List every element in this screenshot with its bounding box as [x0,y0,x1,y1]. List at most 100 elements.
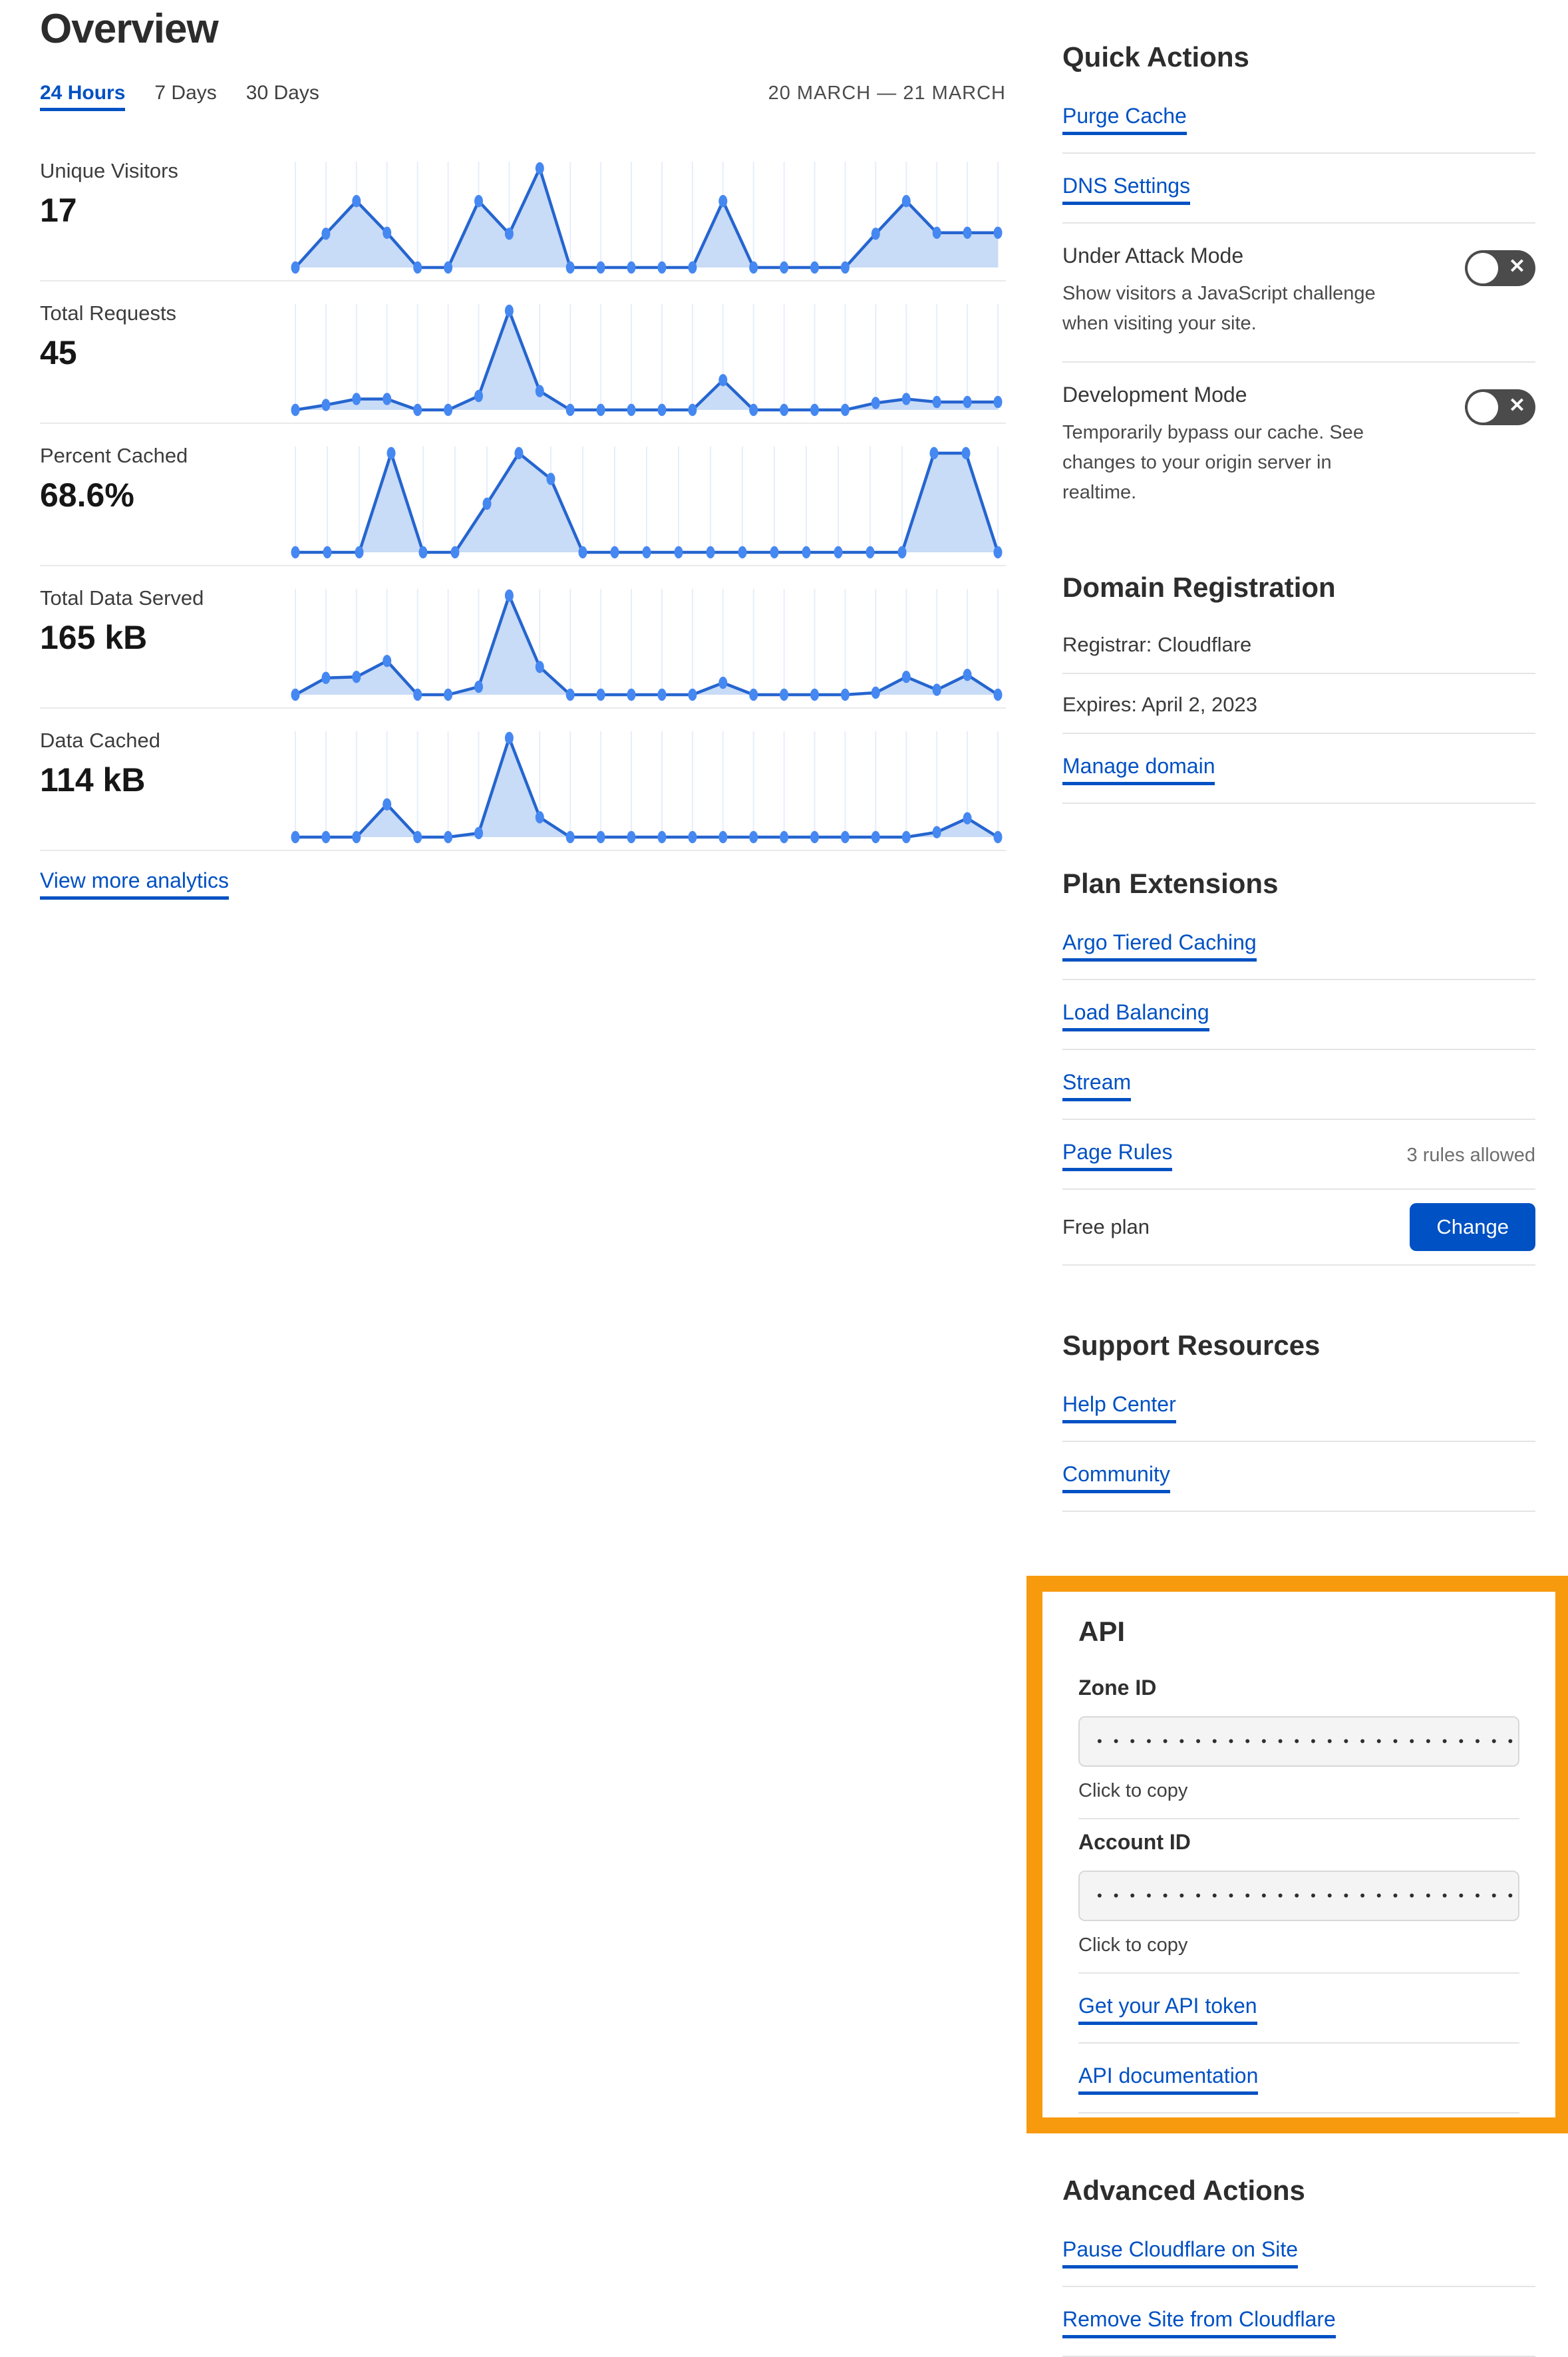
sparkline-svg [291,304,1003,417]
link-row: Get your API token [1078,1974,1519,2044]
advanced-actions-heading: Advanced Actions [1062,2174,1305,2206]
stream-link[interactable]: Stream [1062,1070,1132,1101]
time-range-tabs: 24 Hours 7 Days 30 Days 20 MARCH — 21 MA… [40,82,1006,111]
argo-tiered-caching-link[interactable]: Argo Tiered Caching [1062,930,1257,962]
sparkline-svg [291,589,1003,701]
metric-value: 114 kB [40,761,146,799]
plan-row: Free plan Change [1062,1190,1535,1266]
support-resources-section: Support Resources Help Center Community [1062,1330,1535,1512]
metric-value: 45 [40,334,77,371]
link-row: DNS Settings [1062,154,1535,224]
load-balancing-link[interactable]: Load Balancing [1062,1000,1209,1031]
account-id-label: Account ID [1078,1829,1191,1854]
purge-cache-link[interactable]: Purge Cache [1062,104,1187,135]
zone-id-field-block: Zone ID ••••••••••••••••••••••••••• Clic… [1078,1665,1519,1819]
pause-cloudflare-link[interactable]: Pause Cloudflare on Site [1062,2237,1298,2268]
analytics-panel: Overview 24 Hours 7 Days 30 Days 20 MARC… [40,5,1006,900]
zone-id-masked-value: ••••••••••••••••••••••••••• [1097,1732,1519,1749]
sparkline-chart-data-cached [287,709,1006,850]
under-attack-mode-title: Under Attack Mode [1062,244,1244,268]
toggle-knob [1468,391,1498,423]
registrar-row: Registrar: Cloudflare [1062,614,1535,674]
sparkline-chart-total-data-served [287,566,1006,707]
plan-extensions-heading: Plan Extensions [1062,867,1279,899]
toggle-off-x-icon: ✕ [1508,256,1525,277]
development-mode-toggle[interactable]: ✕ [1465,389,1535,425]
metric-info: Percent Cached 68.6% [40,424,287,565]
under-attack-mode-toggle[interactable]: ✕ [1465,250,1535,286]
link-row: Help Center [1062,1372,1535,1442]
sparkline-chart-percent-cached [287,424,1006,565]
sparkline-svg [291,162,1003,274]
under-attack-mode-description: Show visitors a JavaScript challenge whe… [1062,283,1376,334]
remove-site-link[interactable]: Remove Site from Cloudflare [1062,2307,1336,2338]
zone-id-copy-hint: Click to copy [1078,1779,1188,1801]
metric-row-percent-cached: Percent Cached 68.6% [40,424,1006,566]
metric-info: Total Requests 45 [40,281,287,423]
toggle-off-x-icon: ✕ [1508,394,1525,417]
metric-row-total-requests: Total Requests 45 [40,281,1006,424]
tab-30-days[interactable]: 30 Days [245,82,319,104]
link-row: Load Balancing [1062,980,1535,1050]
metric-info: Unique Visitors 17 [40,139,287,280]
metric-value: 68.6% [40,476,134,514]
development-mode-row: Development Mode Temporarily bypass our … [1062,363,1535,508]
quick-actions-heading: Quick Actions [1062,41,1249,73]
metric-value: 17 [40,192,77,229]
domain-registration-section: Domain Registration Registrar: Cloudflar… [1062,572,1535,804]
plan-name-label: Free plan [1062,1214,1150,1238]
metric-row-total-data-served: Total Data Served 165 kB [40,566,1006,709]
link-row: Manage domain [1062,734,1535,804]
help-center-link[interactable]: Help Center [1062,1392,1176,1423]
account-id-masked-input[interactable]: ••••••••••••••••••••••••••• [1078,1870,1519,1921]
quick-actions-section: Quick Actions Purge Cache DNS Settings U… [1062,41,1535,508]
toggle-knob [1468,253,1498,283]
page-title: Overview [40,6,219,52]
link-row: Argo Tiered Caching [1062,910,1535,980]
development-mode-title: Development Mode [1062,382,1247,407]
account-id-masked-value: ••••••••••••••••••••••••••• [1097,1887,1519,1904]
tab-7-days[interactable]: 7 Days [154,82,217,104]
get-api-token-link[interactable]: Get your API token [1078,1994,1257,2025]
sparkline-svg [291,731,1003,844]
sparkline-chart-unique-visitors [287,139,1006,280]
metric-value: 165 kB [40,619,148,656]
api-section-highlight: API Zone ID ••••••••••••••••••••••••••• … [1026,1575,1568,2133]
page-rules-link[interactable]: Page Rules [1062,1140,1173,1171]
date-range-label: 20 MARCH — 21 MARCH [768,83,1006,104]
page-rules-row: Page Rules 3 rules allowed [1062,1120,1535,1190]
account-id-copy-hint: Click to copy [1078,1934,1188,1956]
link-row: API documentation [1078,2044,1519,2113]
support-resources-heading: Support Resources [1062,1329,1321,1361]
expires-row: Expires: April 2, 2023 [1062,674,1535,734]
change-plan-button[interactable]: Change [1410,1202,1535,1251]
metric-label: Data Cached [40,729,160,752]
api-documentation-link[interactable]: API documentation [1078,2064,1259,2095]
community-link[interactable]: Community [1062,1462,1170,1493]
metric-row-data-cached: Data Cached 114 kB [40,709,1006,851]
manage-domain-link[interactable]: Manage domain [1062,754,1215,785]
metric-info: Total Data Served 165 kB [40,566,287,707]
metric-label: Unique Visitors [40,159,178,182]
metric-rows: Unique Visitors 17 Total Requests 45 Per… [40,139,1006,851]
api-heading: API [1078,1615,1126,1647]
plan-extensions-section: Plan Extensions Argo Tiered Caching Load… [1062,868,1535,1266]
domain-registration-heading: Domain Registration [1062,571,1336,603]
sparkline-chart-total-requests [287,281,1006,423]
page-rules-allowance-note: 3 rules allowed [1406,1144,1535,1166]
sparkline-svg [291,447,1003,559]
under-attack-mode-row: Under Attack Mode Show visitors a JavaSc… [1062,224,1535,363]
sidebar: Quick Actions Purge Cache DNS Settings U… [1026,41,1568,2357]
dns-settings-link[interactable]: DNS Settings [1062,174,1191,205]
zone-id-masked-input[interactable]: ••••••••••••••••••••••••••• [1078,1716,1519,1767]
link-row: Purge Cache [1062,84,1535,154]
metric-label: Total Requests [40,301,177,325]
metric-label: Percent Cached [40,444,188,467]
zone-id-label: Zone ID [1078,1675,1157,1700]
account-id-field-block: Account ID ••••••••••••••••••••••••••• C… [1078,1819,1519,1974]
tab-24-hours[interactable]: 24 Hours [40,82,126,111]
view-more-analytics-link[interactable]: View more analytics [40,868,229,900]
link-row: Remove Site from Cloudflare [1062,2287,1535,2357]
link-row: Pause Cloudflare on Site [1062,2217,1535,2287]
link-row: Stream [1062,1050,1535,1120]
